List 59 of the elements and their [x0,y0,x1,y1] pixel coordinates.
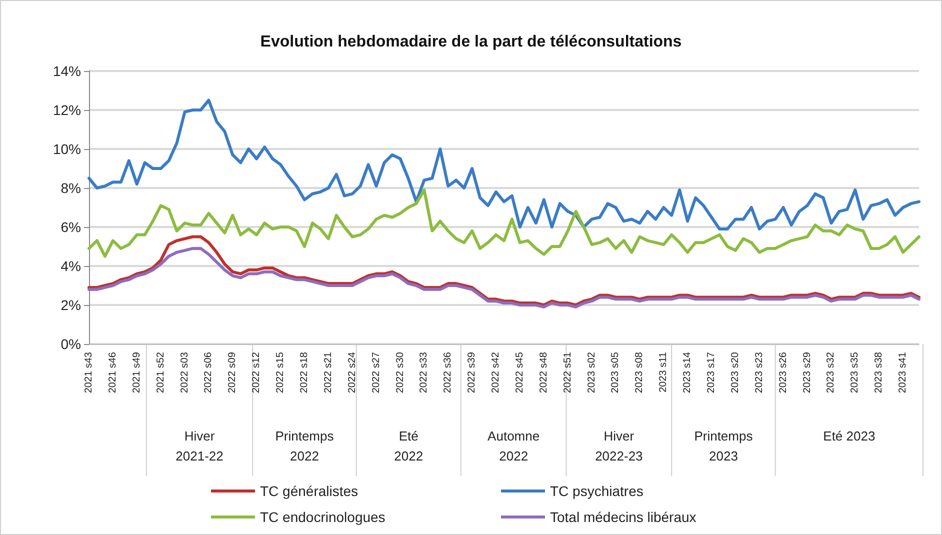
x-tick-label: 2021 s52 [155,352,166,394]
y-tick-label: 12% [52,102,81,118]
text: Hiver 2021-22 [176,428,224,464]
legend-label: TC endocrinologues [260,509,386,525]
x-tick-label: 2021 s43 [84,352,94,394]
x-tick-label: 2023 s05 [610,352,622,394]
x-tick-label: 2023 s08 [634,352,646,394]
x-tick-label: 2022 s12 [251,352,262,394]
x-tick-label: 2022 s27 [370,352,382,394]
x-tick-label: 2023 s11 [658,352,670,392]
x-tick-label: 2023 s17 [706,352,717,394]
x-tick-label: 2022 s48 [538,352,550,394]
x-tick-label: 2023 s20 [730,352,741,394]
x-tick-label: 2023 s38 [874,352,885,394]
x-tick-label: 2022 s21 [322,352,334,394]
y-tick-label: 4% [60,258,81,274]
line-series [88,246,920,308]
line-series [88,235,920,306]
text: Eté 2023 [823,428,876,444]
y-tick-label: 10% [52,141,81,157]
text: Hiver 2022-23 [595,428,643,464]
x-tick-label: 2023 s26 [778,352,789,394]
x-tick-label: 2021 s46 [107,352,118,394]
x-tick-label: 2022 s51 [562,352,574,394]
x-tick-label: 2023 s32 [826,352,837,394]
chart-title: Evolution hebdomadaire de la part de téléconsultations [260,34,682,50]
x-tick-label: 2022 s06 [203,352,214,394]
x-tick-label: 2022 s09 [227,352,238,394]
text: Printemps 2023 [694,428,754,464]
x-tick-label: 2023 s29 [802,352,813,394]
x-tick-label: 2023 s02 [586,352,598,394]
y-tick-label: 8% [60,180,81,196]
x-tick-label: 2023 s14 [682,352,694,394]
line-series [88,98,920,230]
y-tick-label: 6% [60,219,81,235]
x-tick-label: 2022 s30 [394,352,406,394]
legend-label: Total médecins libéraux [550,509,696,525]
x-tick-label: 2022 s45 [514,352,526,394]
x-tick-label: 2022 s42 [490,352,502,394]
y-tick-label: 14% [52,63,81,79]
x-tick-label: 2021 s49 [131,352,142,394]
x-tick-label: 2022 s15 [275,352,286,394]
text: Eté 2022 [394,428,424,464]
legend-label: TC psychiatres [550,483,644,499]
x-tick-label: 2022 s33 [418,352,430,394]
x-tick-label: 2022 s03 [179,352,190,394]
x-tick-label: 2023 s35 [850,352,861,394]
line-series [88,188,920,258]
x-tick-label: 2023 s23 [754,352,765,394]
y-tick-label: 0% [60,336,81,352]
x-tick-label: 2022 s39 [466,352,478,394]
text: Automne 2022 [488,428,540,464]
x-tick-label: 2022 s36 [442,352,454,394]
text: Printemps 2022 [275,428,334,464]
x-tick-label: 2022 s24 [346,352,358,394]
legend-label: TC généralistes [260,483,358,499]
x-tick-label: 2023 s41 [898,352,909,394]
x-tick-label: 2022 s18 [298,352,310,394]
y-tick-label: 2% [60,297,81,313]
